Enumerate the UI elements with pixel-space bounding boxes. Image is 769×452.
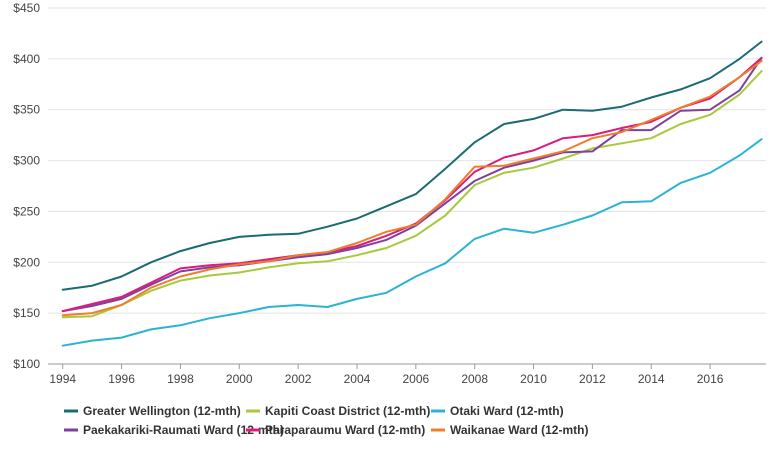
x-tick-label: 2016 xyxy=(697,372,724,386)
x-tick-label: 2012 xyxy=(579,372,606,386)
legend-label: Greater Wellington (12-mth) xyxy=(83,404,241,418)
x-tick-label: 2002 xyxy=(285,372,312,386)
y-tick-label: $250 xyxy=(13,204,40,218)
legend-label: Waikanae Ward (12-mth) xyxy=(450,423,588,437)
x-tick-label: 1994 xyxy=(49,372,76,386)
y-tick-label: $450 xyxy=(13,1,40,15)
y-axis: $100 $150 $200 $250 $300 $350 $400 $450 xyxy=(13,1,40,371)
legend-label: Paekakariki-Raumati Ward (12-mth) xyxy=(83,423,284,437)
x-tick-label: 2014 xyxy=(638,372,665,386)
x-tick-label: 2008 xyxy=(461,372,488,386)
legend: Greater Wellington (12-mth) Kapiti Coast … xyxy=(64,404,588,437)
x-tick-label: 2006 xyxy=(402,372,429,386)
x-tick-label: 1998 xyxy=(167,372,194,386)
x-tick-label: 2010 xyxy=(520,372,547,386)
x-tick-label: 2000 xyxy=(226,372,253,386)
y-tick-label: $400 xyxy=(13,52,40,66)
y-tick-label: $100 xyxy=(13,357,40,371)
series-lines xyxy=(61,40,763,347)
y-tick-label: $350 xyxy=(13,103,40,117)
legend-label: Kapiti Coast District (12-mth) xyxy=(265,404,430,418)
y-tick-label: $200 xyxy=(13,255,40,269)
x-tick-label: 2004 xyxy=(344,372,371,386)
series-line-3 xyxy=(61,138,763,347)
y-tick-label: $150 xyxy=(13,306,40,320)
legend-label: Otaki Ward (12-mth) xyxy=(450,404,564,418)
series-line-2 xyxy=(61,70,763,319)
series-line-1 xyxy=(61,40,763,291)
x-axis: 1994 1996 1998 2000 2002 2004 2006 2008 2010 2012… xyxy=(48,363,766,386)
series-line-6 xyxy=(61,59,763,317)
gridlines xyxy=(48,7,766,365)
x-tick-label: 1996 xyxy=(108,372,135,386)
y-tick-label: $300 xyxy=(13,154,40,168)
legend-label: Paraparaumu Ward (12-mth) xyxy=(265,423,425,437)
